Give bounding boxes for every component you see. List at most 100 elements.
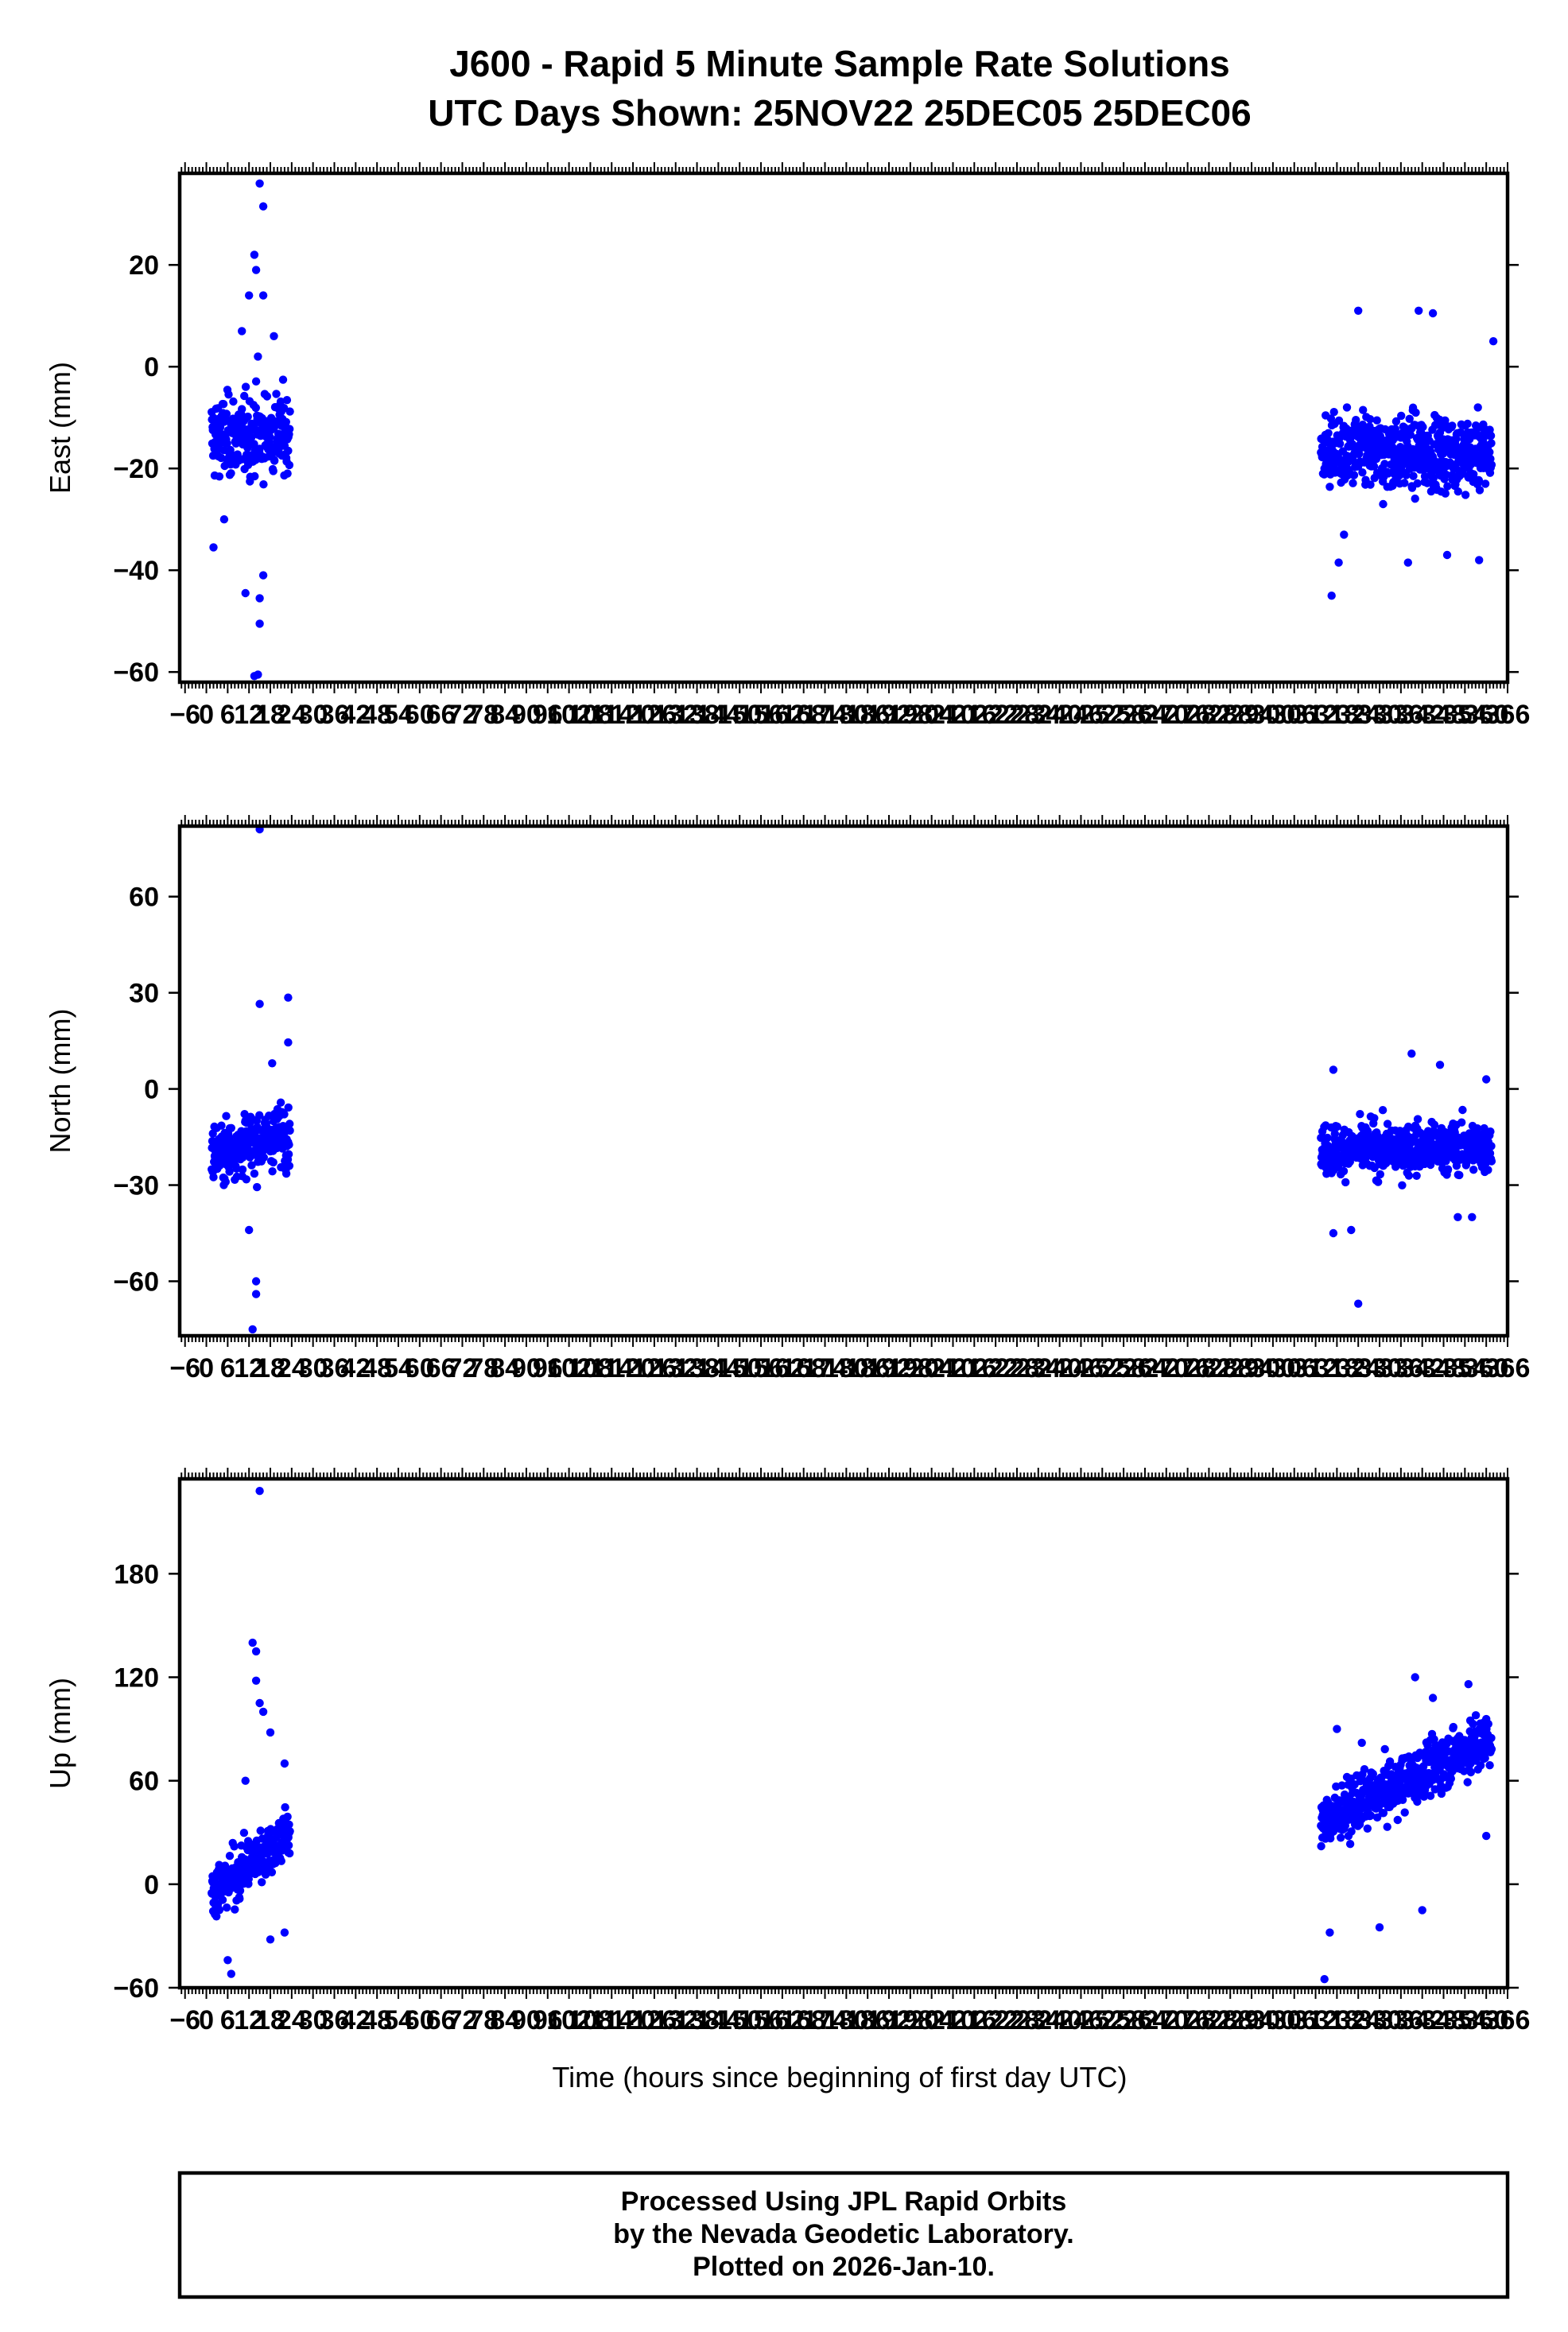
- x-tick-label: 282: [1186, 2005, 1232, 2035]
- data-point: [238, 1165, 247, 1174]
- data-point-outlier: [1415, 306, 1423, 315]
- data-point: [1398, 1181, 1407, 1190]
- data-point: [1437, 1789, 1446, 1798]
- x-tick-label: 294: [1229, 700, 1275, 730]
- x-tick-label: 216: [952, 700, 997, 730]
- data-point: [1429, 474, 1438, 483]
- data-point: [285, 407, 294, 416]
- data-point-outlier: [255, 619, 264, 628]
- data-point-outlier: [241, 588, 250, 598]
- x-tick-label: 318: [1314, 2005, 1360, 2035]
- data-point: [1430, 1735, 1438, 1744]
- x-tick-label: 252: [1080, 1353, 1125, 1383]
- data-point: [1346, 433, 1355, 442]
- x-tick-label: 354: [1442, 1353, 1488, 1383]
- data-point: [1454, 487, 1463, 496]
- x-tick-label: 180: [824, 1353, 869, 1383]
- x-tick-label: 240: [1037, 2005, 1082, 2035]
- x-tick-label: 240: [1037, 700, 1082, 730]
- x-tick-label: 36: [320, 1353, 350, 1383]
- y-tick-label: −60: [113, 658, 159, 688]
- data-point: [215, 1906, 224, 1915]
- x-tick-label: 204: [909, 2005, 954, 2035]
- x-tick-label: 252: [1080, 2005, 1125, 2035]
- data-point: [269, 467, 278, 475]
- x-tick-label: 216: [952, 1353, 997, 1383]
- x-tick-label: 192: [867, 700, 912, 730]
- x-tick-label: 144: [696, 1353, 741, 1383]
- x-tick-label: 336: [1378, 2005, 1423, 2035]
- data-point: [1383, 1822, 1391, 1831]
- x-tick-label: 72: [448, 2005, 478, 2035]
- x-tick-label: 348: [1421, 700, 1466, 730]
- data-point-outlier: [1428, 308, 1438, 318]
- data-point: [284, 446, 293, 456]
- data-point: [1449, 1722, 1458, 1732]
- data-point: [1487, 1142, 1496, 1150]
- x-tick-label: 102: [546, 700, 592, 730]
- x-tick-label: 126: [632, 2005, 677, 2035]
- x-tick-label: 288: [1208, 700, 1253, 730]
- data-point: [267, 1868, 277, 1876]
- data-point: [1442, 1157, 1450, 1166]
- x-tick-label: 234: [1015, 1353, 1061, 1383]
- data-point-outlier: [251, 1277, 261, 1286]
- data-point-outlier: [284, 1038, 293, 1047]
- x-tick-label: 342: [1399, 2005, 1445, 2035]
- data-point-outlier: [250, 672, 259, 681]
- data-point: [239, 1829, 249, 1837]
- data-point: [256, 1826, 265, 1835]
- data-point: [1404, 1171, 1414, 1180]
- x-tick-label: 84: [490, 1353, 520, 1383]
- x-tick-label: 54: [383, 2005, 413, 2035]
- chart-title-line2: UTC Days Shown: 25NOV22 25DEC05 25DEC06: [428, 92, 1251, 134]
- y-tick-label: −60: [113, 1267, 159, 1297]
- data-point-outlier: [266, 1935, 275, 1944]
- data-point: [1366, 480, 1375, 489]
- x-tick-label: 324: [1336, 1353, 1381, 1383]
- data-point: [1463, 419, 1472, 429]
- x-tick-label: 276: [1165, 1353, 1210, 1383]
- data-point: [250, 440, 258, 448]
- data-point: [1455, 1170, 1464, 1180]
- x-tick-label: 354: [1442, 2005, 1488, 2035]
- data-points: [208, 825, 1496, 1334]
- x-tick-label: 300: [1251, 2005, 1296, 2035]
- data-point: [1334, 416, 1344, 425]
- x-tick-label: 78: [468, 700, 499, 730]
- x-tick-label: 264: [1123, 2005, 1168, 2035]
- data-point: [1430, 1120, 1439, 1129]
- x-tick-label: 168: [781, 1353, 826, 1383]
- data-point: [285, 1162, 294, 1170]
- data-point: [278, 375, 288, 384]
- plot-frame: [177, 824, 1510, 1338]
- data-point: [1345, 1840, 1355, 1849]
- data-point: [259, 480, 268, 489]
- data-point: [285, 1119, 294, 1128]
- x-tick-label: 222: [973, 700, 1019, 730]
- data-point: [1369, 462, 1379, 471]
- x-tick-label: 246: [1058, 1353, 1104, 1383]
- x-tick-label: 270: [1143, 700, 1189, 730]
- data-point: [253, 1182, 262, 1192]
- data-point: [283, 469, 292, 478]
- data-point: [1475, 486, 1485, 495]
- x-tick-label: 216: [952, 2005, 997, 2035]
- y-tick-label: −40: [113, 556, 159, 586]
- x-tick-label: 6: [220, 700, 235, 730]
- data-point: [218, 1895, 227, 1904]
- data-point: [238, 405, 246, 413]
- data-point-outlier: [209, 543, 218, 552]
- x-tick-label: 126: [632, 700, 677, 730]
- x-tick-label: 150: [717, 2005, 763, 2035]
- data-point: [1443, 1165, 1453, 1174]
- x-tick-label: 78: [468, 2005, 499, 2035]
- data-point: [1324, 429, 1333, 437]
- data-point: [281, 1169, 291, 1178]
- x-tick-label: 0: [199, 700, 214, 730]
- x-tick-label: 186: [845, 2005, 891, 2035]
- data-point: [217, 1121, 226, 1130]
- data-point-outlier: [258, 1707, 268, 1717]
- x-tick-label: 210: [930, 700, 976, 730]
- data-point: [242, 1175, 250, 1184]
